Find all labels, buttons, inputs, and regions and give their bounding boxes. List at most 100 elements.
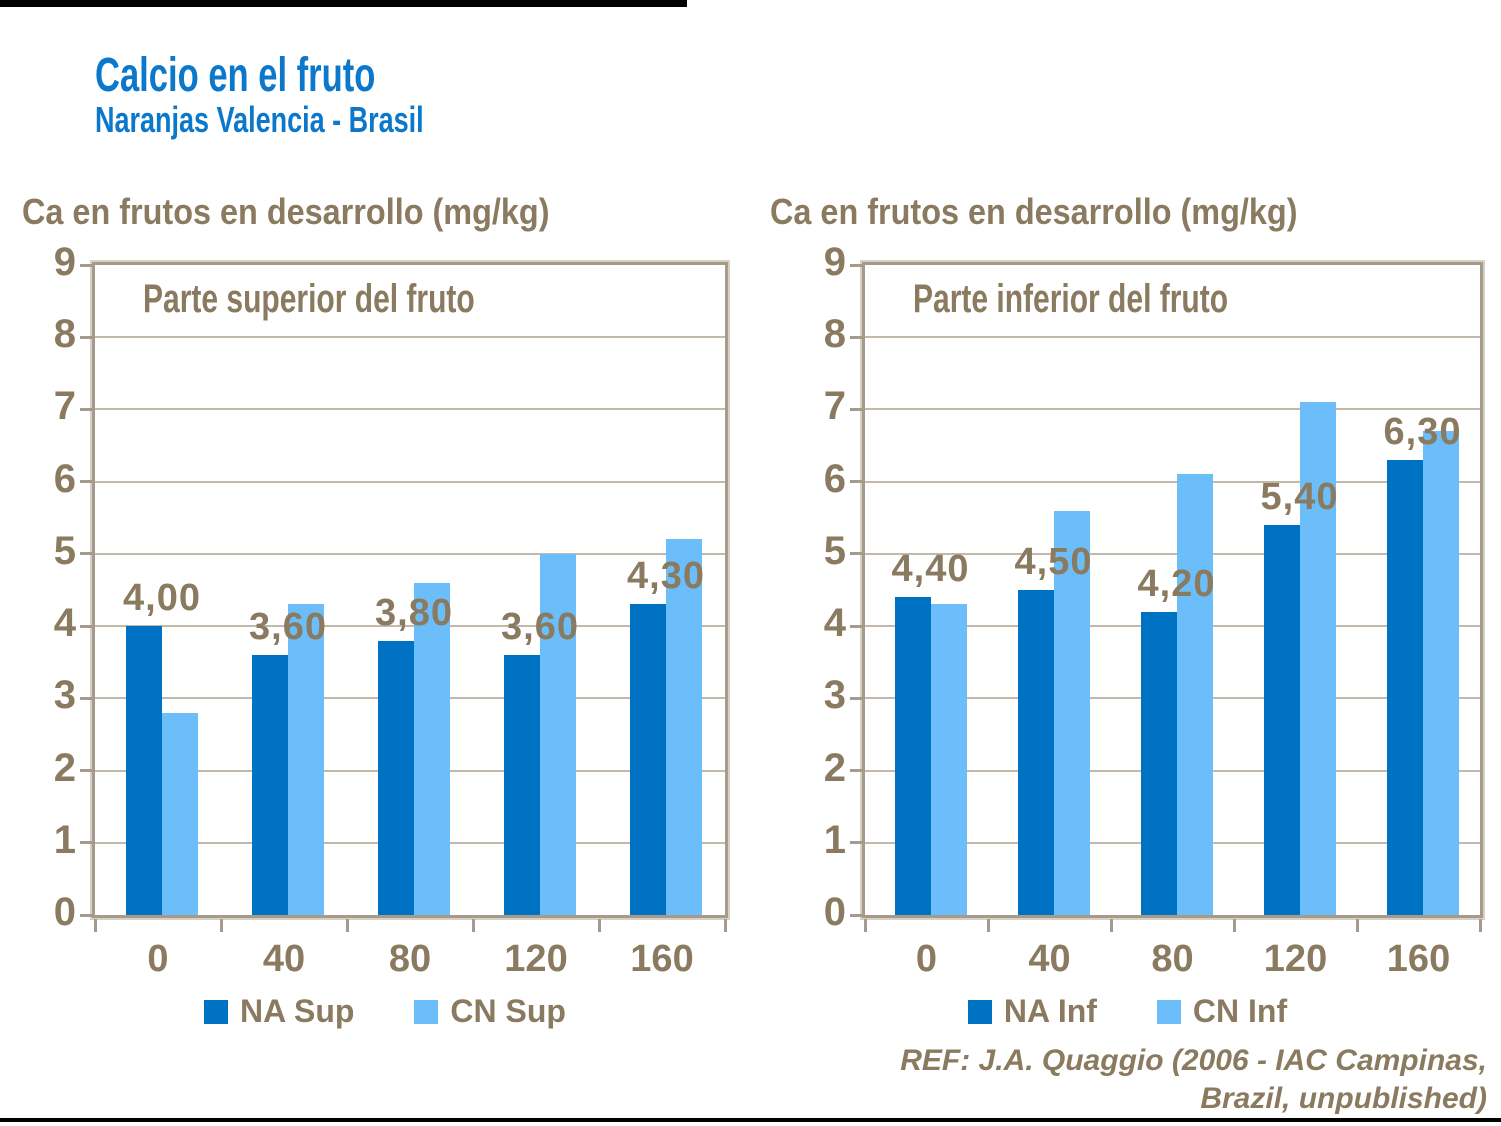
data-label: 3,80	[375, 591, 453, 634]
bar-cn-inf	[1422, 431, 1459, 915]
bar-cn-inf	[1299, 402, 1336, 915]
y-axis-tick	[850, 263, 863, 267]
x-axis-tick	[597, 919, 601, 932]
y-axis-tick	[850, 480, 863, 484]
x-tick-label: 160	[1386, 938, 1451, 980]
reference-text: REF: J.A. Quaggio (2006 - IAC Campinas, …	[900, 1042, 1487, 1118]
legend-swatch	[414, 999, 439, 1024]
bar-group: 3,60	[221, 265, 347, 915]
gridline	[95, 480, 725, 483]
bar-group: 3,80	[347, 265, 473, 915]
y-tick-label: 0	[53, 890, 76, 934]
y-axis-tick	[80, 769, 93, 773]
y-tick-label: 9	[53, 240, 76, 284]
gridline	[865, 480, 1480, 483]
bar-cn-inf	[1053, 510, 1090, 915]
slide-title: Calcio en el fruto	[95, 49, 376, 102]
legend-swatch	[967, 999, 992, 1024]
legend-label: CN Inf	[1192, 993, 1288, 1029]
y-axis-tick	[850, 913, 863, 917]
bar-na-inf	[1263, 525, 1300, 915]
y-tick-label: 0	[823, 890, 846, 934]
legend-label: NA Sup	[240, 993, 355, 1029]
data-label: 4,20	[1137, 562, 1216, 605]
x-tick-label: 40	[262, 938, 306, 980]
x-axis-tick	[863, 919, 867, 932]
legend-swatch	[204, 999, 229, 1024]
y-tick-label: 7	[823, 384, 846, 429]
y-axis-tick	[850, 696, 863, 700]
legend-item: CN Sup	[414, 993, 566, 1030]
bar-cn-sup	[288, 604, 324, 915]
y-tick-label: 8	[823, 312, 846, 357]
x-axis-tick	[1478, 919, 1482, 932]
x-tick-label: 160	[630, 938, 694, 980]
data-label: 4,50	[1014, 541, 1093, 583]
bar-na-sup	[504, 655, 540, 915]
legend-item: CN Inf	[1156, 993, 1288, 1030]
y-axis-tick	[80, 841, 93, 845]
bar-cn-sup	[414, 582, 450, 915]
y-axis-tick	[850, 552, 863, 556]
x-axis-tick	[345, 919, 349, 932]
x-tick-label: 120	[1263, 938, 1328, 980]
x-tick-label: 0	[147, 938, 169, 980]
y-axis-tick	[80, 696, 93, 700]
bar-na-inf	[894, 597, 931, 915]
legend-label: NA Inf	[1003, 993, 1097, 1029]
bar-group: 4,40	[865, 265, 988, 915]
y-axis-tick	[850, 624, 863, 628]
gridline	[865, 552, 1480, 555]
bar-na-inf	[1386, 460, 1423, 915]
gridline	[865, 336, 1480, 339]
bar-na-sup	[252, 655, 288, 915]
x-axis-tick	[93, 919, 97, 932]
x-axis-tick	[1109, 919, 1113, 932]
reference-line-2: Brazil, unpublished)	[1200, 1082, 1487, 1115]
gridline	[865, 408, 1480, 411]
gridline	[95, 408, 725, 411]
slide-subtitle: Naranjas Valencia - Brasil	[95, 99, 424, 140]
data-label: 3,60	[249, 606, 327, 648]
bar-na-sup	[378, 640, 414, 915]
plot-title: Parte inferior del fruto	[913, 277, 1229, 321]
y-tick-label: 3	[823, 673, 846, 718]
data-label: 6,30	[1383, 411, 1462, 453]
bar-na-sup	[126, 626, 162, 915]
data-label: 4,00	[123, 577, 201, 620]
x-axis-tick	[1232, 919, 1236, 932]
y-axis-tick	[80, 552, 93, 556]
y-tick-label: 2	[53, 745, 76, 790]
y-axis-tick	[850, 769, 863, 773]
top-divider-bar	[0, 0, 687, 7]
bar-cn-inf	[1176, 474, 1213, 915]
y-tick-label: 2	[823, 745, 846, 790]
plot-area: Parte superior del fruto 4,00 3,60 3,80 3,6…	[80, 260, 730, 932]
x-tick-label: 120	[504, 938, 568, 980]
y-axis-tick	[80, 263, 93, 267]
y-axis-tick	[850, 335, 863, 339]
y-axis-tick	[80, 480, 93, 484]
y-axis-tick	[80, 407, 93, 411]
y-tick-label: 8	[53, 312, 76, 357]
x-tick-label: 40	[1028, 938, 1071, 980]
x-tick-label: 80	[1151, 938, 1194, 980]
y-tick-label: 7	[53, 384, 76, 429]
bar-cn-sup	[540, 553, 576, 915]
x-axis-tick	[723, 919, 727, 932]
bar-group: 5,40	[1234, 265, 1357, 915]
y-tick-label: 4	[823, 601, 846, 646]
y-tick-label: 3	[53, 673, 76, 718]
bottom-divider-bar	[0, 1118, 1501, 1122]
y-tick-label: 1	[53, 817, 76, 862]
x-axis-tick	[471, 919, 475, 932]
bar-cn-sup	[162, 712, 198, 915]
data-label: 4,30	[627, 555, 705, 598]
data-label: 4,40	[891, 548, 970, 591]
y-axis-tick	[80, 335, 93, 339]
y-tick-label: 5	[823, 528, 846, 573]
x-tick-label: 0	[915, 938, 938, 980]
bar-na-sup	[630, 604, 666, 915]
bar-cn-sup	[666, 539, 702, 915]
